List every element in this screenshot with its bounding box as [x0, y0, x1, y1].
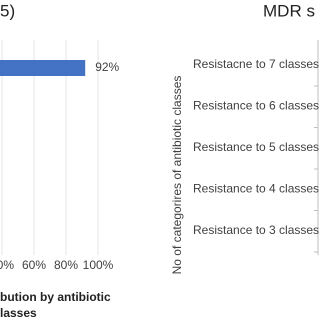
x-tick-label: 60%	[22, 258, 46, 272]
chart-title: 5)	[0, 1, 15, 20]
y-tick-label: Resistance to 3 classes	[193, 223, 319, 237]
bar	[0, 60, 86, 76]
x-tick-label: 80%	[54, 258, 78, 272]
y-tick-label: Resistance to 6 classes	[193, 99, 319, 113]
x-tick-label: 100%	[83, 258, 114, 272]
chart-title: MDR s	[263, 1, 315, 20]
y-tick-label: Resistance to 5 classes	[193, 140, 319, 154]
data-label: 92%	[95, 60, 119, 74]
y-tick-label: Resistacne to 7 classes	[193, 57, 319, 71]
x-tick-label: 40%	[0, 258, 14, 272]
x-axis-title: lasses	[0, 306, 37, 320]
y-axis-title: No of categorires of antibiotic classes	[170, 76, 184, 275]
x-axis-title: bution by antibiotic	[0, 290, 111, 304]
y-tick-label: Resistance to 4 classes	[193, 182, 319, 196]
